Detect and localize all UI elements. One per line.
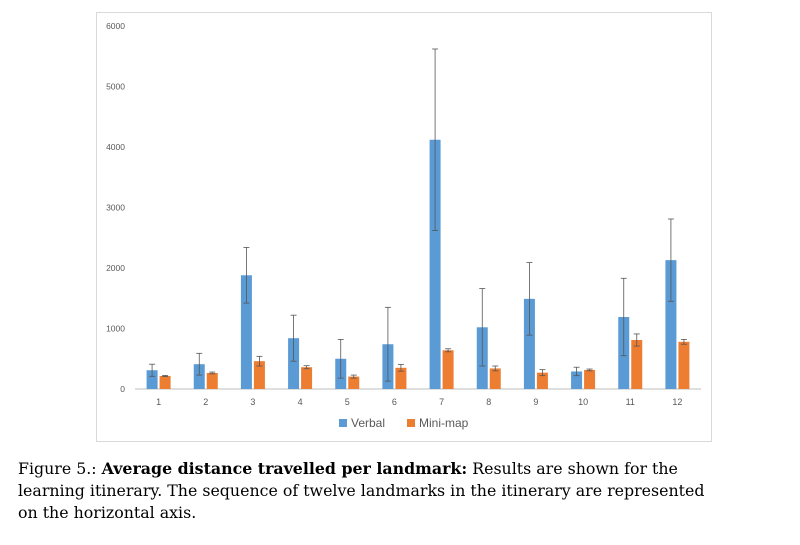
caption-line-3: on the horizontal axis.: [18, 503, 197, 522]
bar-minimap: [536, 372, 548, 389]
y-tick-label: 5000: [106, 82, 125, 92]
x-tick-label: 7: [439, 397, 444, 407]
legend-label-verbal: Verbal: [351, 416, 385, 430]
caption-line-2: learning itinerary. The sequence of twel…: [18, 481, 705, 500]
bar-verbal: [665, 260, 677, 389]
bar-verbal: [571, 371, 583, 389]
bar-verbal: [193, 364, 205, 389]
bar-verbal: [240, 275, 252, 389]
x-tick-label: 2: [203, 397, 208, 407]
bar-minimap: [253, 361, 265, 389]
y-tick-label: 1000: [106, 324, 125, 334]
bar-verbal: [288, 338, 300, 389]
caption-title: Average distance travelled per landmark:: [101, 459, 468, 478]
legend-swatch-verbal: [339, 419, 347, 427]
bar-minimap: [301, 367, 313, 389]
bar-minimap: [489, 368, 501, 389]
bar-minimap: [442, 350, 454, 389]
caption-label: Figure 5.:: [18, 459, 102, 478]
bar-minimap: [159, 375, 171, 389]
bar-minimap: [395, 367, 407, 389]
figure-caption: Figure 5.: Average distance travelled pe…: [18, 458, 788, 524]
bar-verbal: [146, 370, 158, 389]
x-tick-label: 1: [156, 397, 161, 407]
x-tick-label: 4: [298, 397, 303, 407]
x-tick-label: 10: [578, 397, 588, 407]
x-tick-label: 3: [250, 397, 255, 407]
bar-minimap: [206, 372, 218, 389]
legend-label-minimap: Mini-map: [419, 416, 469, 430]
y-tick-label: 3000: [106, 203, 125, 213]
x-tick-label: 6: [392, 397, 397, 407]
x-tick-label: 8: [486, 397, 491, 407]
x-tick-label: 9: [533, 397, 538, 407]
legend-swatch-minimap: [407, 419, 415, 427]
y-tick-label: 2000: [106, 263, 125, 273]
caption-line-1: Figure 5.: Average distance travelled pe…: [18, 458, 788, 480]
bar-minimap: [584, 369, 596, 389]
caption-text-1: Results are shown for the: [467, 459, 678, 478]
y-tick-label: 4000: [106, 142, 125, 152]
y-tick-label: 0: [120, 384, 125, 394]
x-tick-label: 12: [672, 397, 682, 407]
bar-minimap: [348, 376, 360, 389]
bar-minimap: [631, 339, 643, 389]
x-tick-label: 5: [345, 397, 350, 407]
bar-minimap: [678, 341, 690, 389]
chart-area: 0 1000 2000 3000 4000 5000 6000 1 2 3 4 5 6 7 8 9 10 11 12…: [96, 12, 712, 442]
y-tick-label: 6000: [106, 21, 125, 31]
bar-verbal: [429, 139, 441, 389]
x-tick-label: 11: [626, 397, 635, 407]
bar-verbal: [523, 298, 535, 389]
